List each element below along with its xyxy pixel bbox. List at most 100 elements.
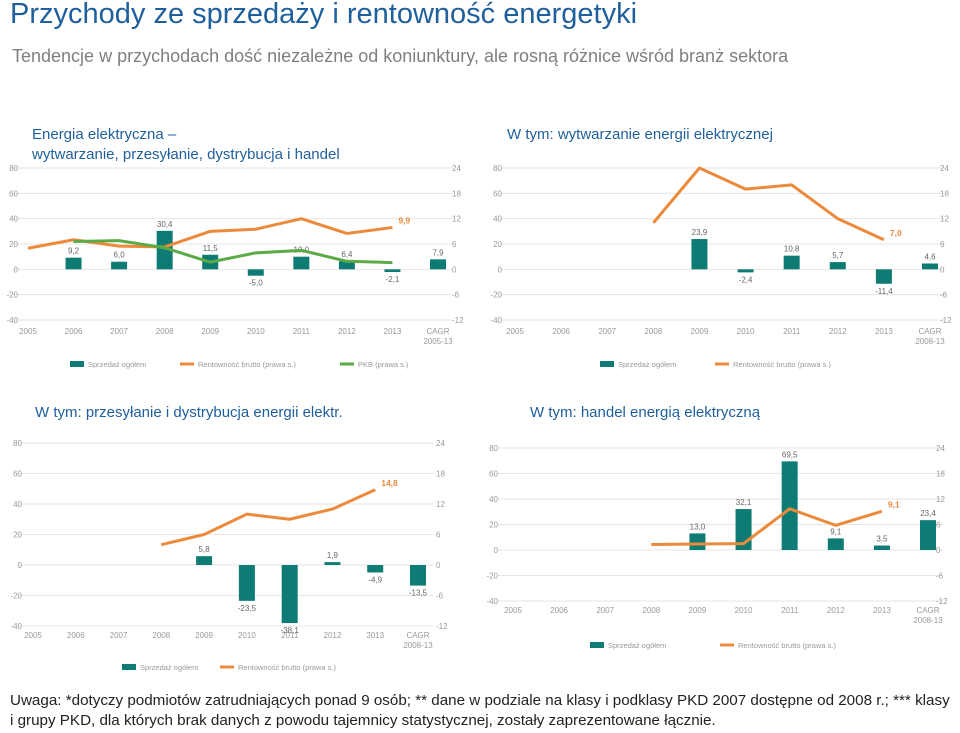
y-tick-label: 80 bbox=[493, 164, 502, 173]
data-label: 23,4 bbox=[920, 509, 936, 518]
data-label: -11,4 bbox=[875, 287, 893, 296]
bar bbox=[65, 257, 82, 270]
chart-energia-elektryczna: Energia elektryczna – wytwarzanie, przes… bbox=[0, 120, 480, 380]
y-tick-label: 60 bbox=[9, 189, 18, 198]
data-label: -13,5 bbox=[409, 589, 428, 598]
x-tick-label: 2011 bbox=[783, 327, 801, 336]
x-tick-label: 2012 bbox=[338, 327, 356, 336]
y-right-tick-label: 24 bbox=[452, 164, 461, 173]
data-label: 30,4 bbox=[157, 220, 173, 229]
bar bbox=[281, 565, 298, 624]
x-tick-label: 2010 bbox=[737, 327, 755, 336]
y-right-tick-label: 18 bbox=[436, 470, 445, 479]
chart-przesylanie: W tym: przesyłanie i dystrybucja energii… bbox=[0, 398, 480, 683]
data-label: 9,1 bbox=[830, 527, 842, 536]
y-tick-label: 80 bbox=[9, 164, 18, 173]
chart-handel: W tym: handel energią elektryczną -40 -12… bbox=[480, 398, 960, 683]
data-label: -2,4 bbox=[739, 275, 753, 284]
legend-swatch-bar bbox=[122, 664, 136, 670]
chart-title-line-1: W tym: przesyłanie i dystrybucja energii… bbox=[35, 404, 343, 421]
y-tick-label: -40 bbox=[6, 316, 18, 325]
chart-svg: -40 -12 -20 -6 0 0 20 6 40 12 60 18 80 24 2005 2006 2007… bbox=[10, 439, 448, 672]
x-tick-label: 2013 bbox=[873, 606, 891, 615]
bar bbox=[238, 565, 255, 601]
bar bbox=[829, 262, 846, 270]
y-right-tick-label: 12 bbox=[940, 215, 949, 224]
chart-title: W tym: przesyłanie i dystrybucja energii… bbox=[35, 403, 343, 423]
x-tick-sublabel: 2008-13 bbox=[913, 616, 943, 625]
data-label: 23,9 bbox=[692, 228, 708, 237]
footnote: Uwaga: *dotyczy podmiotów zatrudniającyc… bbox=[10, 692, 950, 729]
data-label: 11,5 bbox=[203, 244, 219, 253]
x-tick-label: 2009 bbox=[689, 606, 707, 615]
legend-label: Rentowność brutto (prawa s.) bbox=[198, 360, 296, 369]
y-tick-label: 0 bbox=[498, 265, 503, 274]
bar bbox=[691, 239, 708, 270]
bar bbox=[293, 256, 310, 270]
x-tick-label: 2007 bbox=[598, 327, 616, 336]
y-tick-label: 0 bbox=[14, 265, 19, 274]
bar bbox=[324, 562, 341, 565]
legend-label: Rentowność brutto (prawa s.) bbox=[238, 663, 336, 672]
x-tick-label: 2007 bbox=[596, 606, 614, 615]
data-label: 6,0 bbox=[114, 251, 126, 260]
chart-title: W tym: wytwarzanie energii elektrycznej bbox=[507, 125, 773, 145]
data-label: -5,0 bbox=[249, 279, 263, 288]
page-subtitle: Tendencje w przychodach dość niezależne … bbox=[12, 46, 789, 66]
y-tick-label: -40 bbox=[490, 316, 502, 325]
y-right-tick-label: -12 bbox=[452, 316, 464, 325]
data-label: 7,9 bbox=[432, 248, 444, 257]
chart-title-line-1: W tym: wytwarzanie energii elektrycznej bbox=[507, 126, 773, 143]
x-tick-label: 2013 bbox=[366, 631, 384, 640]
x-tick-label: 2011 bbox=[281, 631, 299, 640]
legend-swatch-bar bbox=[70, 361, 84, 367]
bar bbox=[111, 261, 128, 270]
y-right-tick-label: -6 bbox=[436, 592, 444, 601]
x-tick-label: 2013 bbox=[875, 327, 893, 336]
chart-title-line-1: Energia elektryczna – bbox=[32, 126, 177, 143]
x-tick-label: 2005 bbox=[506, 327, 524, 336]
x-tick-label: CAGR bbox=[406, 631, 429, 640]
y-tick-label: 20 bbox=[9, 240, 18, 249]
pkb-line bbox=[73, 239, 393, 265]
y-tick-label: 60 bbox=[13, 470, 22, 479]
bar bbox=[781, 461, 798, 550]
data-label: 69,5 bbox=[782, 450, 798, 459]
bar bbox=[247, 269, 264, 276]
y-tick-label: -20 bbox=[10, 592, 22, 601]
data-label: -4,9 bbox=[368, 575, 382, 584]
rentownosc-line bbox=[160, 488, 376, 547]
x-tick-label: CAGR bbox=[916, 606, 939, 615]
y-right-tick-label: 18 bbox=[452, 189, 461, 198]
y-right-tick-label: 0 bbox=[452, 265, 457, 274]
bar bbox=[384, 269, 401, 272]
x-tick-label: 2010 bbox=[238, 631, 256, 640]
y-right-tick-label: 6 bbox=[452, 240, 457, 249]
x-tick-label: 2007 bbox=[110, 327, 128, 336]
y-tick-label: 20 bbox=[13, 531, 22, 540]
x-tick-label: 2008 bbox=[644, 327, 662, 336]
bar bbox=[430, 259, 446, 270]
data-label: 13,0 bbox=[690, 522, 706, 531]
bar bbox=[156, 230, 173, 270]
y-right-tick-label: 6 bbox=[936, 521, 941, 530]
y-right-tick-label: 24 bbox=[436, 439, 445, 448]
y-tick-label: 80 bbox=[13, 439, 22, 448]
y-right-tick-label: 24 bbox=[940, 164, 949, 173]
bar bbox=[410, 565, 426, 586]
y-right-tick-label: -6 bbox=[940, 291, 948, 300]
y-right-tick-label: 18 bbox=[936, 470, 945, 479]
x-tick-label: 2009 bbox=[691, 327, 709, 336]
y-right-tick-label: 0 bbox=[940, 265, 945, 274]
x-tick-label: 2013 bbox=[384, 327, 402, 336]
rentownosc-end-label: 14,8 bbox=[381, 478, 398, 488]
y-right-tick-label: -6 bbox=[936, 572, 944, 581]
y-tick-label: -20 bbox=[6, 291, 18, 300]
data-label: 32,1 bbox=[736, 498, 752, 507]
rentownosc-end-label: 9,1 bbox=[888, 499, 900, 509]
data-label: 6,4 bbox=[341, 250, 353, 259]
chart-svg: -40 -12 -20 -6 0 0 20 6 40 12 60 18 80 24 2005 2006 2007… bbox=[486, 444, 948, 650]
legend-label: PKB (prawa s.) bbox=[358, 360, 409, 369]
y-tick-label: 20 bbox=[493, 240, 502, 249]
x-tick-label: 2009 bbox=[201, 327, 219, 336]
